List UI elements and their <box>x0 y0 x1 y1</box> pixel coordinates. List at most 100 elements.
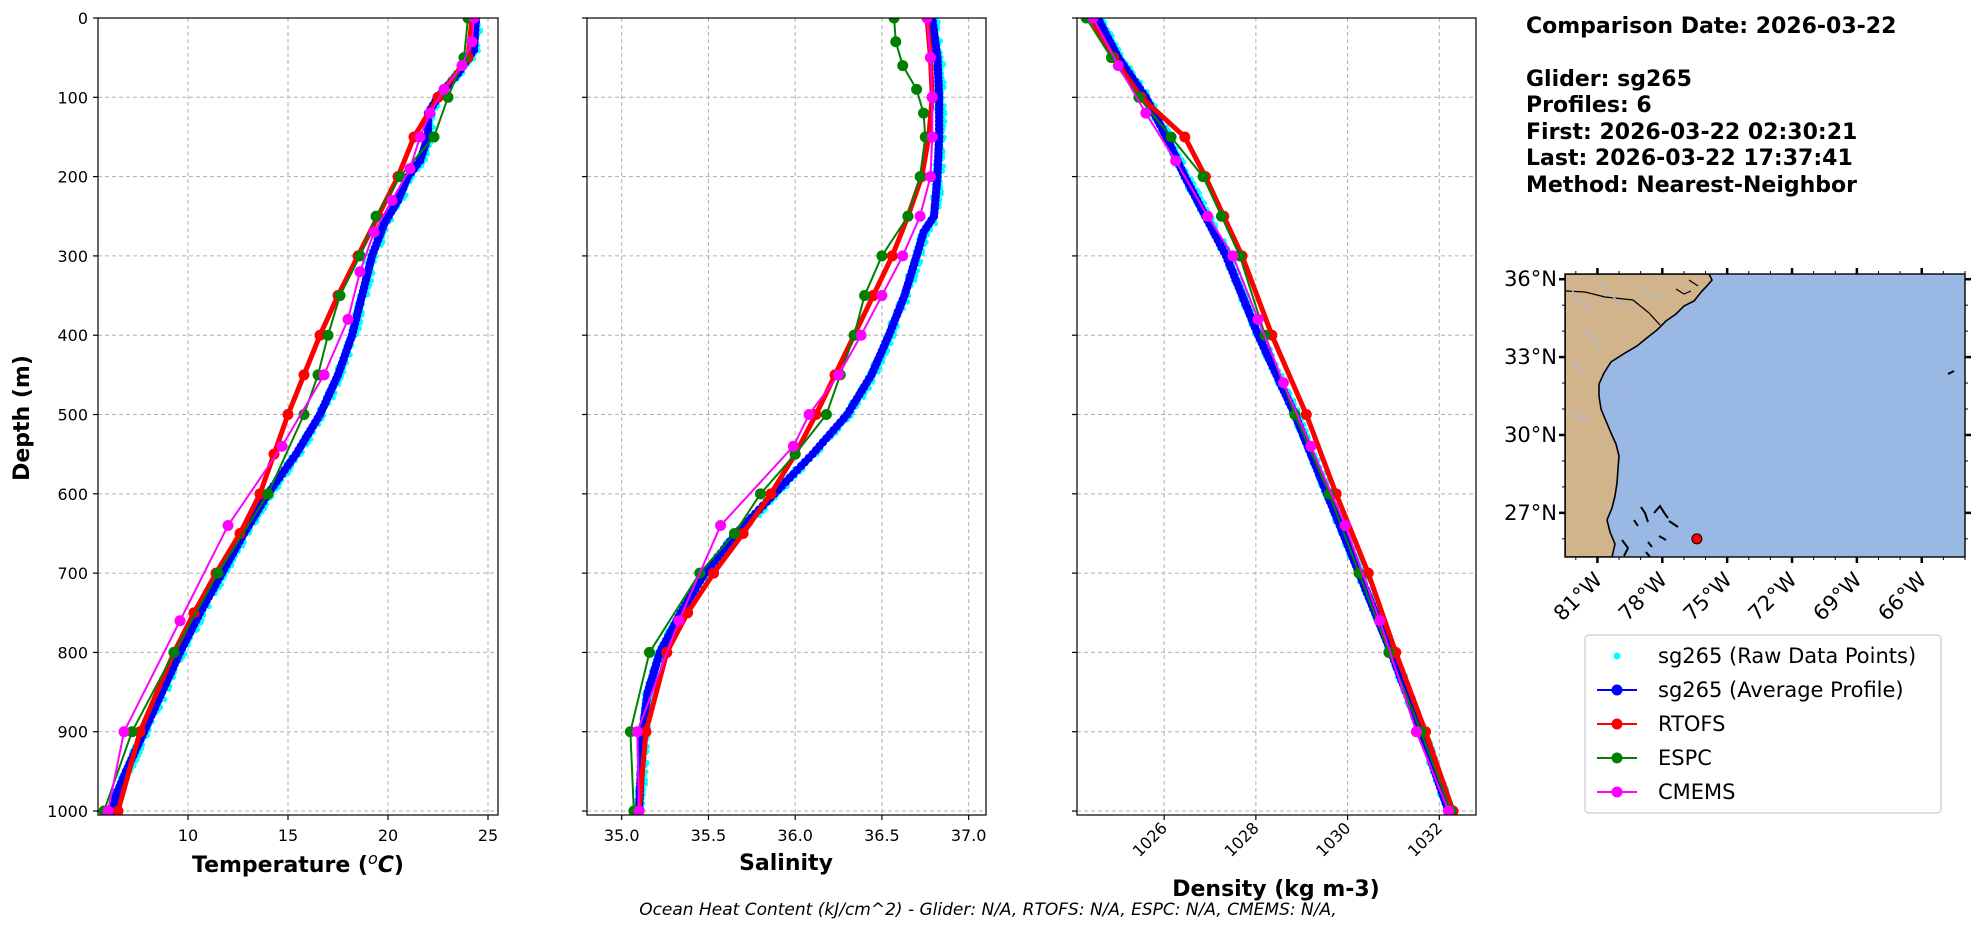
temperature-x-ticks: 10 15 20 25 <box>178 815 498 845</box>
temperature-x-tick-label: 25 <box>478 826 498 845</box>
salinity-cmems-marker <box>914 210 926 222</box>
density-cmems-marker <box>1252 313 1264 325</box>
temperature-cmems-marker <box>342 313 354 325</box>
salinity-rtofs-marker <box>886 250 898 262</box>
temperature-cmems-marker <box>438 83 450 95</box>
temperature-espc-marker <box>168 646 180 658</box>
density-x-tick-label: 1030 <box>1312 818 1354 860</box>
temperature-cmems-marker <box>118 726 130 738</box>
salinity-espc-marker <box>911 83 923 95</box>
temperature-cmems-marker <box>404 163 416 175</box>
temperature-espc-marker <box>370 210 382 222</box>
salinity-x-tick-label: 35.0 <box>604 826 640 845</box>
salinity-raw-point <box>942 118 948 125</box>
salinity-rtofs-marker <box>682 607 694 619</box>
salinity-rtofs-marker <box>708 567 720 579</box>
density-espc-line <box>1085 18 1452 812</box>
salinity-cmems-marker <box>876 290 888 302</box>
salinity-espc-marker <box>888 18 900 24</box>
salinity-cmems-marker <box>921 18 933 24</box>
salinity-cmems-marker <box>924 52 936 64</box>
temperature-espc-marker <box>428 131 440 143</box>
salinity-cmems-marker <box>715 520 727 532</box>
temperature-y-tick-label: 700 <box>57 564 88 583</box>
temperature-cmems-marker <box>468 18 480 24</box>
temperature-cmems-marker <box>354 266 366 278</box>
density-cmems-marker <box>1202 210 1214 222</box>
temperature-cmems-marker <box>466 36 478 48</box>
temperature-espc-marker <box>322 329 334 341</box>
density-x-ticks: 1026 1028 1030 1032 <box>1129 815 1446 861</box>
temperature-rtofs-marker <box>234 527 246 539</box>
salinity-cmems-marker <box>924 171 936 183</box>
temperature-y-tick-label: 900 <box>57 723 88 742</box>
density-cmems-marker <box>1140 107 1152 119</box>
salinity-cmems-marker <box>787 440 799 452</box>
salinity-espc-marker <box>859 290 871 302</box>
salinity-series <box>624 18 944 815</box>
salinity-y-ticks <box>582 17 587 812</box>
density-grid <box>1077 17 1476 815</box>
density-cmems-marker <box>1170 155 1182 167</box>
legend-label-rtofs: RTOFS <box>1658 712 1725 736</box>
density-y-ticks <box>1072 17 1077 812</box>
temperature-y-tick-label: 1000 <box>47 802 88 821</box>
first-profile-time: First: 2026-03-22 02:30:21 <box>1526 119 1858 145</box>
map-state-boundary <box>1565 290 1661 326</box>
density-rtofs-marker <box>1362 567 1374 579</box>
salinity-espc-marker <box>918 107 930 119</box>
density-espc-marker <box>1105 52 1117 64</box>
ocean-heat-content-caption: Ocean Heat Content (kJ/cm^2) - Glider: N… <box>639 900 1337 920</box>
legend-label-avg: sg265 (Average Profile) <box>1658 678 1904 702</box>
salinity-x-tick-label: 35.5 <box>691 826 727 845</box>
temperature-y-tick-label: 400 <box>57 326 88 345</box>
density-cmems-marker <box>1112 60 1124 72</box>
density-cmems-marker <box>1410 726 1422 738</box>
legend: sg265 (Raw Data Points) sg265 (Average Pr… <box>1584 634 1942 814</box>
temperature-rtofs-marker <box>298 369 310 381</box>
density-axes-frame <box>1076 17 1477 816</box>
temperature-cmems-marker <box>386 194 398 206</box>
legend-swatch-raw <box>1613 652 1621 660</box>
temperature-espc-marker <box>334 290 346 302</box>
salinity-x-tick-label: 36.5 <box>864 826 900 845</box>
legend-label-raw: sg265 (Raw Data Points) <box>1658 644 1916 668</box>
legend-marker-cmems <box>1611 786 1623 798</box>
comparison-date: Comparison Date: 2026-03-22 <box>1526 14 1897 39</box>
map-lon-label: 75°W <box>1679 567 1737 625</box>
temperature-rtofs-marker <box>112 805 124 815</box>
density-panel: 1026 1028 1030 1032 Density (kg m-3) <box>1072 17 1477 902</box>
temperature-rtofs-marker <box>268 448 280 460</box>
density-cmems-marker <box>1305 440 1317 452</box>
density-cmems-marker <box>1227 250 1239 262</box>
map-lat-label: 33°N <box>1504 345 1557 369</box>
salinity-rtofs-marker <box>640 726 652 738</box>
temperature-rtofs-marker <box>314 329 326 341</box>
map-lon-label: 78°W <box>1614 567 1672 625</box>
map-river <box>1569 281 1663 421</box>
map-lat-label: 36°N <box>1504 267 1557 291</box>
temperature-espc-marker <box>126 726 138 738</box>
temperature-x-tick-label: 15 <box>278 826 298 845</box>
density-cmems-marker <box>1442 805 1454 815</box>
comparison-info: Comparison Date: 2026-03-22 Glider: sg265… <box>1526 14 1896 199</box>
density-rtofs-marker <box>1300 409 1312 421</box>
salinity-rtofs-marker <box>867 290 879 302</box>
legend-box <box>1584 634 1942 814</box>
salinity-cmems-marker <box>897 250 909 262</box>
salinity-avg-line <box>636 18 943 812</box>
salinity-cmems-marker <box>833 369 845 381</box>
legend-label-espc: ESPC <box>1658 746 1712 770</box>
salinity-raw-point <box>942 111 948 117</box>
salinity-espc-marker <box>728 527 740 539</box>
salinity-cmems-line <box>636 18 934 812</box>
salinity-x-tick-label: 36.0 <box>777 826 813 845</box>
map-land <box>1565 274 1713 557</box>
temperature-y-tick-label: 300 <box>57 247 88 266</box>
temperature-cmems-marker <box>102 805 114 815</box>
density-cmems-marker <box>1374 615 1386 627</box>
density-cmems-marker <box>1277 377 1289 389</box>
density-axis-label: Density (kg m-3) <box>1172 877 1380 902</box>
temperature-cmems-marker <box>414 131 426 143</box>
